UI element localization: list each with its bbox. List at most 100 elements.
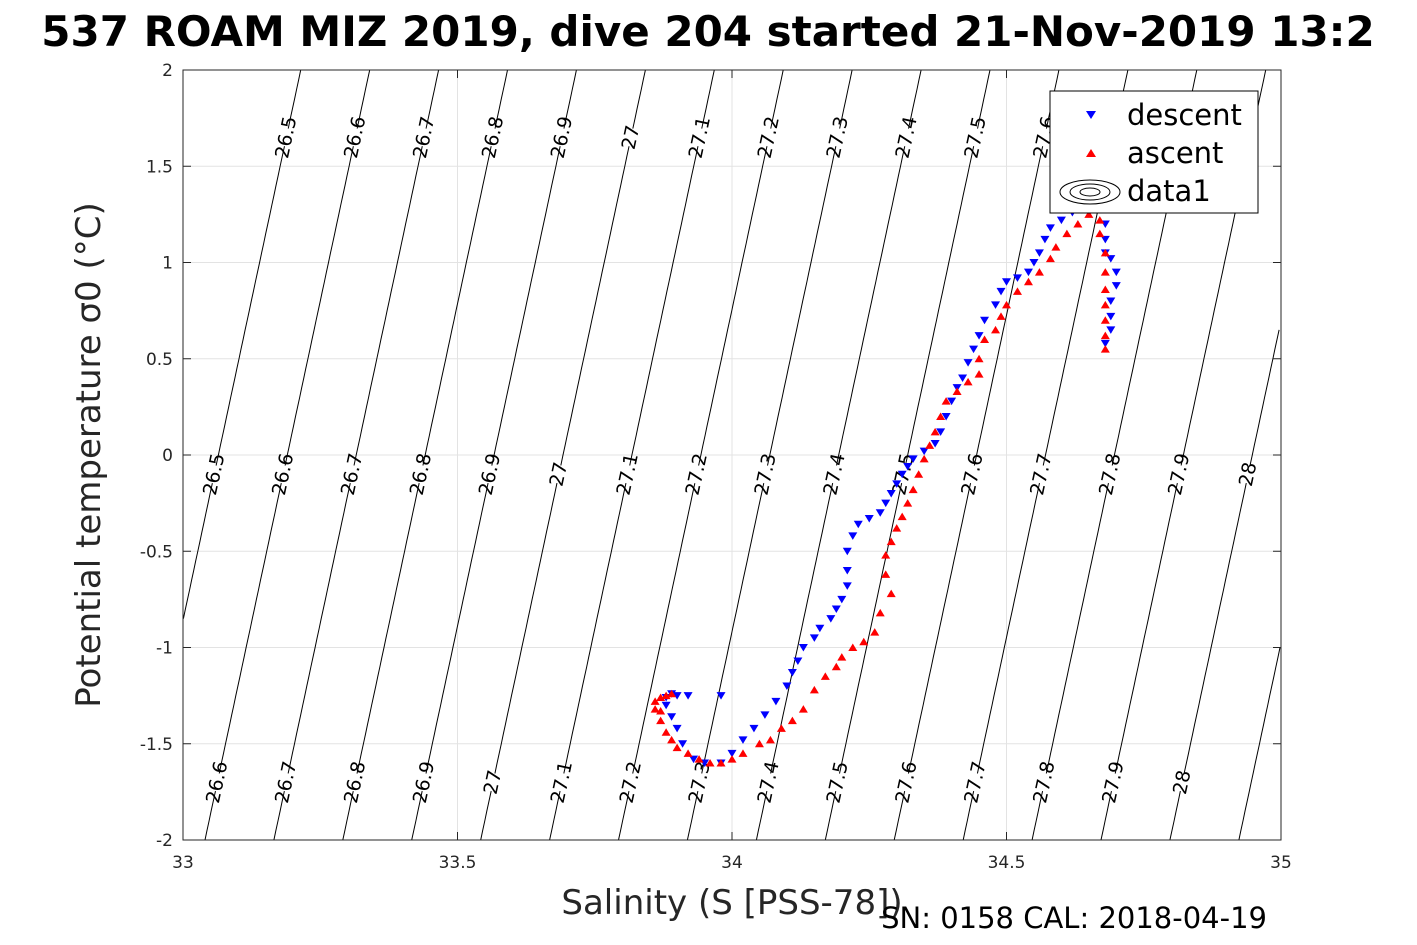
descent-point: [1111, 282, 1121, 290]
isopycnal-label-bg: [816, 769, 860, 796]
ascent-point: [1095, 216, 1105, 224]
y-tick-label: -1: [156, 639, 173, 659]
isopycnal-label: 27.3: [750, 451, 780, 497]
descent-point: [980, 316, 990, 325]
descent-point: [1045, 224, 1055, 232]
isopycnal-line: [1169, 329, 1280, 841]
descent-point: [886, 490, 896, 498]
descent-point: [908, 455, 918, 463]
descent-point: [1012, 274, 1022, 282]
ascent-point: [667, 735, 677, 744]
y-tick-label: 0: [162, 446, 173, 466]
descent-point: [842, 547, 852, 556]
isopycnal-label-bg: [399, 461, 443, 488]
descent-point: [1106, 312, 1116, 321]
descent-point: [837, 595, 847, 604]
isopycnal-label-bg: [678, 769, 722, 796]
descent-point: [842, 582, 852, 590]
isopycnal-label: 28: [1235, 460, 1262, 488]
descent-point: [716, 692, 726, 700]
descent-point: [831, 605, 841, 613]
isopycnal-label: 27.4: [753, 759, 783, 805]
descent-point: [947, 397, 957, 406]
isopycnal-label: 28: [1169, 768, 1196, 796]
isopycnal-label: 26.8: [406, 451, 436, 497]
ascent-point: [892, 524, 902, 532]
isopycnal-label-bg: [678, 124, 722, 151]
isopycnal-label: 26.7: [337, 451, 367, 497]
ascent-point: [656, 716, 666, 725]
contour-legend-icon: [1059, 179, 1121, 205]
descent-point: [683, 692, 693, 700]
descent-point: [969, 345, 979, 354]
isopycnal-label-bg: [1157, 461, 1201, 488]
descent-point: [864, 515, 874, 523]
isopycnal-label: 27.1: [685, 114, 715, 160]
ascent-point: [738, 749, 748, 757]
isopycnal-line: [204, 69, 371, 841]
isopycnal-label: 26.6: [268, 451, 298, 497]
isopycnal-label-bg: [675, 461, 719, 488]
descent-point: [996, 287, 1006, 296]
descent-point: [1111, 268, 1121, 277]
ascent-point: [897, 512, 907, 521]
legend-descent-marker: [1086, 111, 1096, 119]
legend: descent ascent data1: [1049, 90, 1259, 214]
y-axis-label: Potential temperature σ0 (°C): [69, 202, 109, 708]
ascent-point: [765, 735, 775, 744]
descent-point: [771, 697, 781, 706]
isopycnal-label-bg: [402, 769, 446, 796]
y-axis-ticks: -2 -1.5 -1 -0.5 0 0.5 1 1.5 2: [140, 61, 1281, 851]
descent-point: [667, 713, 677, 721]
isopycnal-label-bg: [1091, 769, 1135, 796]
ascent-point: [798, 705, 808, 713]
ascent-point: [1012, 287, 1022, 295]
ascent-point: [914, 470, 924, 478]
isopycnal-label: 27.6: [891, 759, 921, 805]
isopycnal-label-bg: [747, 124, 791, 151]
ascent-point: [1045, 254, 1055, 263]
ascent-point: [875, 608, 885, 617]
isopycnal-label: 27: [546, 460, 573, 488]
isopycnal-label-bg: [747, 769, 791, 796]
ascent-point: [661, 691, 671, 700]
isopycnal-label-bg: [954, 124, 998, 151]
isopycnal-label: 26.8: [478, 114, 508, 160]
isopycnal-label-bg: [192, 461, 236, 488]
ascent-point: [716, 759, 726, 767]
descent-point: [930, 439, 940, 448]
ascent-point: [1084, 210, 1094, 218]
isopycnal-line: [686, 69, 853, 841]
isopycnal-labels: 26.5 26.6 26.7 26.8 26.9 27 27.1 27.2 27.3 27.4 27…: [192, 114, 1270, 805]
y-tick-label: 0.5: [146, 350, 173, 370]
ascent-point: [848, 643, 858, 651]
isopycnal-label: 26.9: [547, 114, 577, 160]
isopycnal-label-bg: [954, 769, 997, 796]
legend-box: [1049, 90, 1259, 214]
ascent-point: [1100, 268, 1110, 276]
isopycnal-line: [618, 69, 784, 841]
descent-point: [782, 682, 792, 690]
descent-point: [1040, 235, 1050, 244]
ascent-point: [656, 707, 666, 715]
isopycnal-label: 27.5: [960, 114, 990, 160]
y-tick-label: 2: [162, 61, 173, 81]
isopycnal-label-bg: [744, 461, 788, 488]
ascent-point: [1073, 220, 1083, 228]
descent-point: [672, 692, 682, 700]
ascent-point: [787, 716, 797, 725]
descent-point: [919, 447, 929, 456]
ascent-point: [919, 454, 929, 463]
isopycnal-label: 26.7: [271, 759, 301, 805]
ascent-point: [661, 728, 671, 736]
isopycnal-label-bg: [885, 124, 929, 151]
descent-point: [936, 428, 946, 436]
descent-point: [1056, 216, 1066, 225]
ascent-point: [881, 570, 891, 578]
x-tick-label: 33.5: [439, 853, 477, 873]
isopycnal-label-bg: [402, 124, 446, 151]
descent-point: [738, 736, 748, 744]
ascent-point: [963, 377, 973, 386]
isopycnal-label: 26.6: [340, 114, 370, 160]
ascent-point: [683, 749, 693, 757]
